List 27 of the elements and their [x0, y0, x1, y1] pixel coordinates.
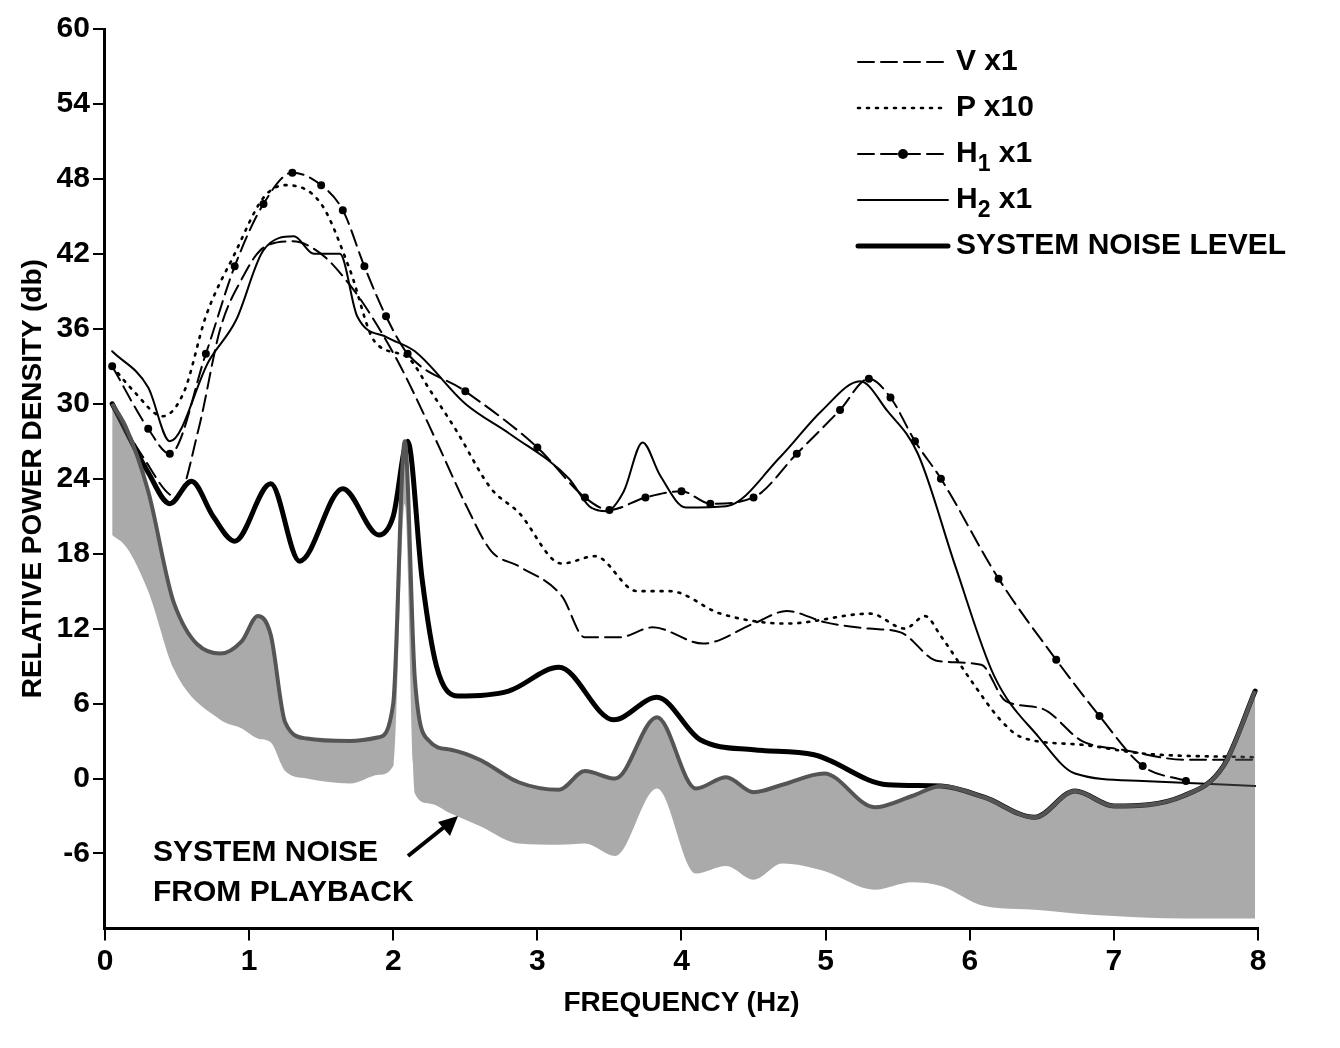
- x-tick-label: 7: [1105, 942, 1123, 976]
- x-tick-label: 2: [384, 942, 402, 976]
- x-tick-label: 4: [673, 942, 691, 976]
- annotation: SYSTEM NOISE FROM PLAYBACK: [153, 834, 414, 908]
- x-tick-label: 0: [96, 942, 114, 976]
- legend-label: SYSTEM NOISE LEVEL: [956, 227, 1287, 261]
- y-tick-label: 42: [56, 235, 90, 269]
- y-tick-label: 60: [56, 10, 90, 44]
- y-tick-label: 6: [73, 684, 90, 718]
- y-tick-label: 36: [56, 310, 90, 344]
- legend-label: V x1: [956, 43, 1018, 77]
- y-tick-label: 48: [56, 160, 90, 194]
- x-axis-title: FREQUENCY (Hz): [563, 985, 800, 1017]
- y-tick-label: -6: [63, 834, 90, 868]
- y-tick-label: 24: [56, 459, 91, 493]
- x-tick-label: 5: [817, 942, 834, 976]
- x-tick-label: 6: [961, 942, 979, 976]
- legend-label: P x10: [956, 89, 1034, 123]
- y-tick-label: 18: [56, 534, 90, 568]
- y-tick-label: 54: [56, 85, 91, 119]
- y-tick-label: 12: [56, 609, 90, 643]
- x-tick-label: 3: [529, 942, 546, 976]
- y-tick-label: 30: [56, 385, 90, 419]
- x-tick-label: 1: [240, 942, 258, 976]
- y-tick-label: 0: [73, 759, 90, 793]
- y-axis-title: RELATIVE POWER DENSITY (db): [15, 259, 47, 699]
- x-tick-label: 8: [1249, 942, 1267, 976]
